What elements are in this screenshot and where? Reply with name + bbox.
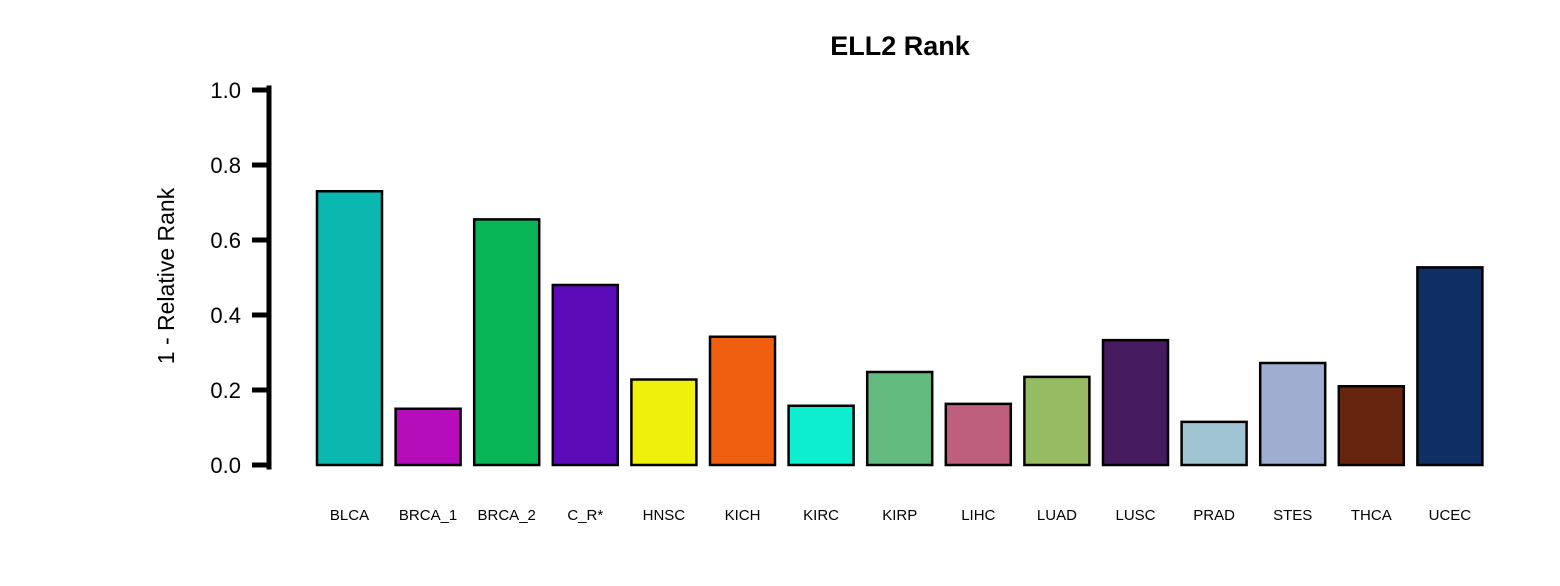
bar-kirp xyxy=(865,370,934,467)
bar-lihc xyxy=(944,402,1013,467)
x-tick-label: THCA xyxy=(1351,507,1392,524)
y-tick-label: 0.0 xyxy=(210,453,241,478)
x-tick-label: C_R* xyxy=(567,507,603,524)
bar-luad xyxy=(1023,375,1091,467)
bar-brca-1 xyxy=(394,407,462,467)
x-tick-label: BLCA xyxy=(330,507,369,524)
bar-ucec xyxy=(1416,266,1484,467)
chart-title: ELL2 Rank xyxy=(830,31,971,61)
x-tick-label: BRCA_2 xyxy=(478,507,536,524)
bar-kirc xyxy=(787,404,855,467)
x-tick-label: PRAD xyxy=(1193,507,1235,524)
bar-blca xyxy=(315,190,384,467)
y-tick-label: 0.4 xyxy=(210,303,241,328)
bar-thca xyxy=(1337,385,1406,467)
x-tick-label: LUSC xyxy=(1115,507,1155,524)
x-tick-label: KICH xyxy=(725,507,761,524)
x-tick-label: KIRP xyxy=(882,507,917,524)
x-tick-label: HNSC xyxy=(643,507,686,524)
x-tick-label: UCEC xyxy=(1429,507,1472,524)
bar-kich xyxy=(708,335,777,467)
bar-lusc xyxy=(1101,338,1170,467)
x-tick-label: KIRC xyxy=(803,507,839,524)
y-axis-ticks: 0.0 0.2 0.4 0.6 0.8 1.0 xyxy=(210,78,269,478)
x-tick-label: LIHC xyxy=(961,507,995,524)
bar-prad xyxy=(1180,420,1248,467)
y-tick-label: 0.2 xyxy=(210,378,241,403)
bars-group xyxy=(315,190,1484,467)
y-tick-label: 0.6 xyxy=(210,228,241,253)
x-tick-label: STES xyxy=(1273,507,1312,524)
x-tick-label: LUAD xyxy=(1037,507,1077,524)
y-tick-label: 0.8 xyxy=(210,153,241,178)
x-axis-labels: BLCA BRCA_1 BRCA_2 C_R* HNSC KICH KIRC KIRP LIHC… xyxy=(330,507,1471,524)
y-axis-label: 1 - Relative Rank xyxy=(153,187,179,364)
bar-hnsc xyxy=(630,378,698,467)
bar-c-r xyxy=(551,283,620,467)
y-tick-label: 1.0 xyxy=(210,78,241,103)
bar-stes xyxy=(1258,361,1327,467)
x-tick-label: BRCA_1 xyxy=(399,507,457,524)
bar-brca-2 xyxy=(472,218,541,467)
